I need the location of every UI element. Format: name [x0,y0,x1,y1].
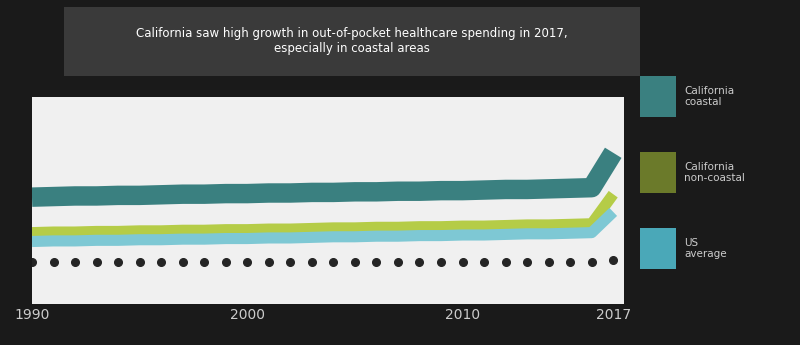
Text: California saw high growth in out-of-pocket healthcare spending in 2017,
especia: California saw high growth in out-of-poc… [136,27,568,56]
Text: US
average: US average [684,238,726,259]
Text: California
coastal: California coastal [684,86,734,107]
Text: California
non-coastal: California non-coastal [684,162,745,183]
